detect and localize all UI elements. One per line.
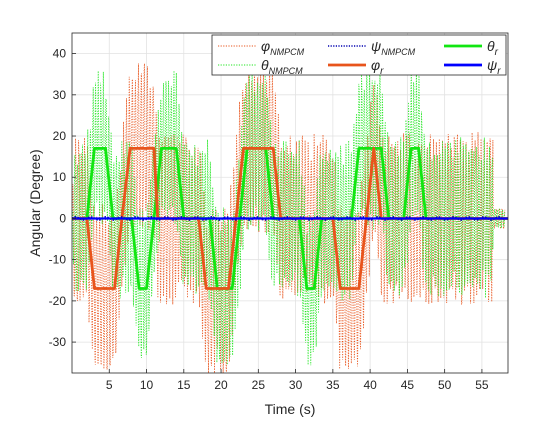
x-tick-label: 40 (363, 378, 377, 392)
x-tick-label: 30 (289, 378, 303, 392)
y-tick-label: 40 (53, 47, 67, 61)
legend-item-phi-r: φr (328, 57, 384, 77)
legend-item-theta-r: θr (444, 38, 499, 58)
legend-label: ψNMPCM (371, 38, 416, 57)
legend-box (211, 34, 507, 76)
x-tick-label: 20 (214, 378, 228, 392)
series-phi-r (72, 147, 508, 290)
y-tick-label: -10 (49, 253, 67, 267)
y-tick-label: 20 (53, 129, 67, 143)
legend-label: φNMPCM (261, 38, 305, 57)
x-tick-label: 35 (326, 378, 340, 392)
plot-frame (71, 32, 509, 374)
x-tick-label: 45 (401, 378, 415, 392)
x-tick-label: 25 (252, 378, 266, 392)
legend-item-phi-nmpcm: φNMPCM (218, 38, 305, 57)
legend-label: θNMPCM (261, 57, 303, 76)
legend-item-psi-r: ψr (444, 57, 501, 77)
y-tick-label: 0 (59, 211, 66, 225)
y-tick-label: -20 (49, 294, 67, 308)
y-axis-label: Angular (Degree) (27, 149, 43, 256)
legend: φNMPCM ψNMPCM θr θNMPCM φr ψr (211, 34, 507, 77)
x-tick-label: 55 (475, 378, 489, 392)
y-tick-label: 30 (53, 88, 67, 102)
x-tick-label: 50 (438, 378, 452, 392)
legend-label: φr (371, 57, 384, 77)
legend-item-theta-nmpcm: θNMPCM (218, 57, 303, 76)
x-tick-label: 10 (140, 378, 154, 392)
y-tick-label: 10 (53, 170, 67, 184)
y-tick-label: -30 (49, 335, 67, 349)
x-axis-label: Time (s) (265, 401, 316, 417)
plot-area (72, 62, 508, 373)
legend-item-psi-nmpcm: ψNMPCM (328, 38, 416, 57)
x-tick-label: 15 (177, 378, 191, 392)
legend-label: θr (487, 38, 499, 58)
legend-label: ψr (487, 57, 501, 77)
axis-ticks: 5 10 15 20 25 30 35 40 45 50 55 -30 -20 -10 0 10 20 30 40 (49, 47, 489, 392)
x-tick-label: 5 (106, 378, 113, 392)
